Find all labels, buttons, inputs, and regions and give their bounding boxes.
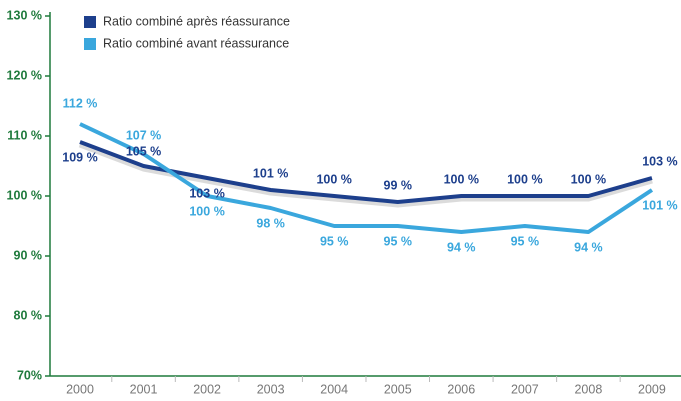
data-label: 100 % <box>189 204 224 218</box>
data-label: 103 % <box>642 154 677 168</box>
y-tick-label: 130 % <box>7 8 42 22</box>
data-label: 101 % <box>253 166 288 180</box>
data-label: 95 % <box>511 234 540 248</box>
y-tick-label: 90 % <box>14 248 43 262</box>
data-label: 103 % <box>189 186 224 200</box>
data-label: 109 % <box>62 150 97 164</box>
data-label: 100 % <box>571 172 606 186</box>
data-label: 100 % <box>507 172 542 186</box>
data-label: 94 % <box>447 240 476 254</box>
y-tick-label: 70% <box>17 368 42 382</box>
data-label: 105 % <box>126 144 161 158</box>
y-tick-label: 110 % <box>7 128 42 142</box>
series-line <box>79 122 654 234</box>
x-tick-label: 2002 <box>193 382 221 396</box>
data-label: 95 % <box>320 234 349 248</box>
x-tick-label: 2006 <box>447 382 475 396</box>
data-label: 98 % <box>256 216 285 230</box>
data-label: 100 % <box>444 172 479 186</box>
series-line <box>79 140 653 204</box>
x-tick-label: 2007 <box>511 382 539 396</box>
x-tick-label: 2001 <box>130 382 158 396</box>
y-tick-label: 100 % <box>7 188 42 202</box>
x-tick-label: 2005 <box>384 382 412 396</box>
data-label: 95 % <box>384 234 413 248</box>
x-tick-label: 2003 <box>257 382 285 396</box>
x-tick-label: 2008 <box>574 382 602 396</box>
legend-label: Ratio combiné après réassurance <box>103 14 290 28</box>
x-tick-label: 2004 <box>320 382 348 396</box>
data-label: 107 % <box>126 128 161 142</box>
data-label: 112 % <box>63 96 98 110</box>
legend-swatch <box>84 16 96 28</box>
data-label: 99 % <box>384 178 413 192</box>
y-tick-label: 80 % <box>14 308 43 322</box>
x-tick-label: 2000 <box>66 382 94 396</box>
data-label: 94 % <box>574 240 603 254</box>
data-label: 100 % <box>316 172 351 186</box>
legend-swatch <box>84 38 96 50</box>
legend-label: Ratio combiné avant réassurance <box>103 36 289 50</box>
data-label: 101 % <box>642 198 677 212</box>
y-tick-label: 120 % <box>7 68 42 82</box>
x-tick-label: 2009 <box>638 382 666 396</box>
